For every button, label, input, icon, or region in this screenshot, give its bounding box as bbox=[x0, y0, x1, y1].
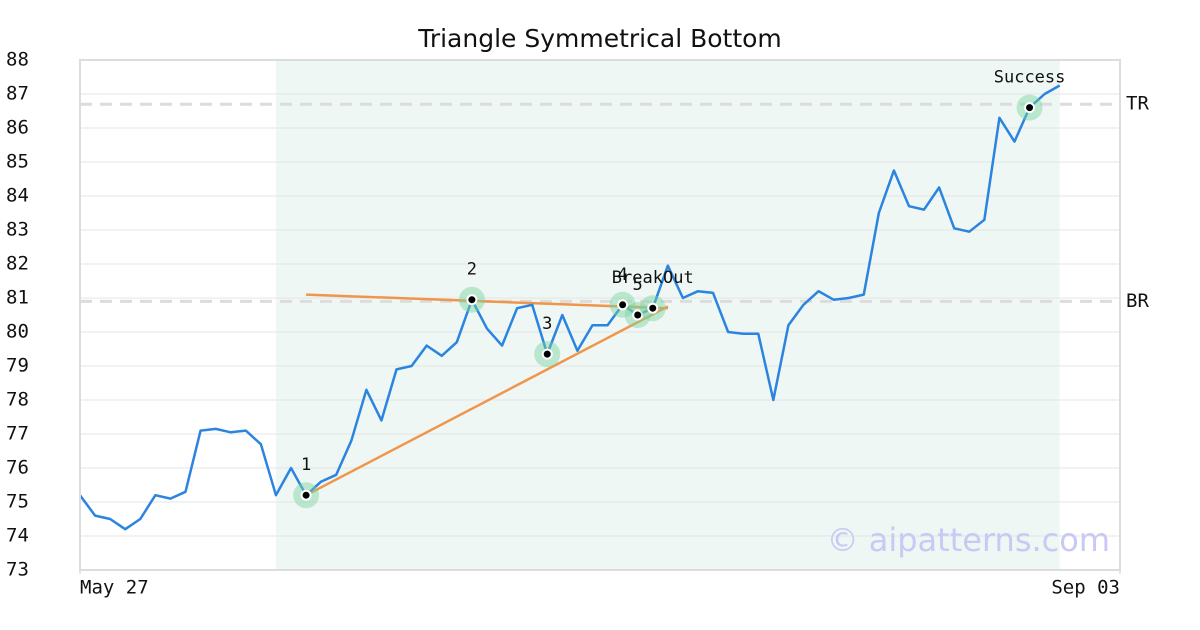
x-tick-label: Sep 03 bbox=[1051, 577, 1120, 599]
trendline bbox=[306, 293, 668, 310]
chart-title: Triangle Symmetrical Bottom bbox=[417, 24, 782, 53]
y-tick-label: 82 bbox=[6, 253, 29, 275]
y-tick-label: 85 bbox=[6, 151, 29, 173]
point-marker bbox=[300, 489, 312, 501]
y-tick-label: 78 bbox=[6, 389, 29, 411]
y-tick-label: 88 bbox=[6, 49, 29, 71]
y-tick-label: 86 bbox=[6, 117, 29, 139]
point-label: Success bbox=[994, 68, 1066, 88]
watermark: © aipatterns.com bbox=[827, 521, 1110, 559]
point-marker bbox=[617, 299, 629, 311]
y-tick-label: 79 bbox=[6, 355, 29, 377]
point-label: 4 bbox=[617, 265, 627, 285]
point-label: 5 bbox=[633, 275, 643, 295]
x-tick-label: May 27 bbox=[80, 577, 149, 599]
y-tick-label: 74 bbox=[6, 525, 29, 547]
point-marker bbox=[632, 309, 644, 321]
y-tick-label: 84 bbox=[6, 185, 29, 207]
point-marker bbox=[466, 294, 478, 306]
plot-frame bbox=[79, 59, 1121, 571]
point-label: 3 bbox=[542, 314, 552, 334]
y-tick-label: 76 bbox=[6, 457, 29, 479]
y-tick-label: 73 bbox=[6, 559, 29, 581]
trendline bbox=[305, 305, 669, 497]
point-marker bbox=[647, 302, 659, 314]
point-marker bbox=[541, 348, 553, 360]
pattern-region bbox=[275, 60, 1060, 570]
y-tick-label: 80 bbox=[6, 321, 29, 343]
point-marker bbox=[1024, 102, 1036, 114]
y-tick-label: 81 bbox=[6, 287, 29, 309]
y-tick-label: 87 bbox=[6, 83, 29, 105]
y-tick-label: 83 bbox=[6, 219, 29, 241]
level-label: TR bbox=[1126, 93, 1149, 115]
price-line bbox=[78, 84, 1061, 531]
level-label: BR bbox=[1126, 290, 1149, 312]
point-label: 1 bbox=[301, 455, 311, 475]
point-label: BreakOut bbox=[612, 268, 694, 288]
y-tick-label: 75 bbox=[6, 491, 29, 513]
y-tick-label: 77 bbox=[6, 423, 29, 445]
point-label: 2 bbox=[467, 260, 477, 280]
